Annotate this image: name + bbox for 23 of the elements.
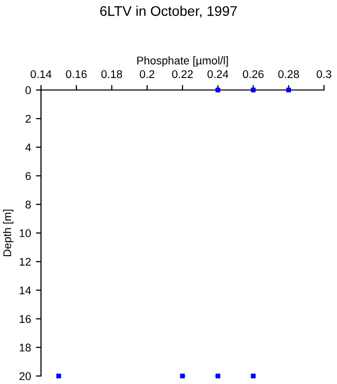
y-tick-label: 2	[26, 114, 31, 123]
x-axis-title: Phosphate [µmol/l]	[137, 56, 228, 67]
y-axis-title: Depth [m]	[3, 210, 14, 256]
y-tick-label: 0	[26, 86, 31, 94]
y-tick-label: 20	[19, 372, 31, 380]
y-tick-label: 6	[26, 172, 31, 180]
x-tick-label: 0.14	[30, 70, 52, 78]
y-tick-label: 8	[26, 200, 31, 209]
y-tick-label: 10	[20, 229, 31, 238]
y-tick-label: 18	[20, 344, 31, 352]
x-tick-label: 0.22	[172, 70, 193, 78]
chart-title: 6LTV in October, 1997	[100, 6, 237, 18]
x-tick-label: 0.18	[101, 70, 122, 78]
y-tick-label: 4	[25, 144, 31, 152]
y-tick-label: 14	[20, 286, 31, 294]
x-tick-label: 0.26	[242, 70, 264, 78]
x-tick-label: 0.24	[207, 70, 228, 78]
x-tick-label: 0.16	[66, 70, 87, 78]
x-tick-label: 0.3	[316, 70, 332, 78]
x-tick-label: 0.28	[278, 70, 299, 78]
x-tick-label: 0.2	[140, 70, 154, 78]
y-tick-label: 16	[20, 315, 31, 323]
y-tick-label: 12	[20, 258, 31, 266]
